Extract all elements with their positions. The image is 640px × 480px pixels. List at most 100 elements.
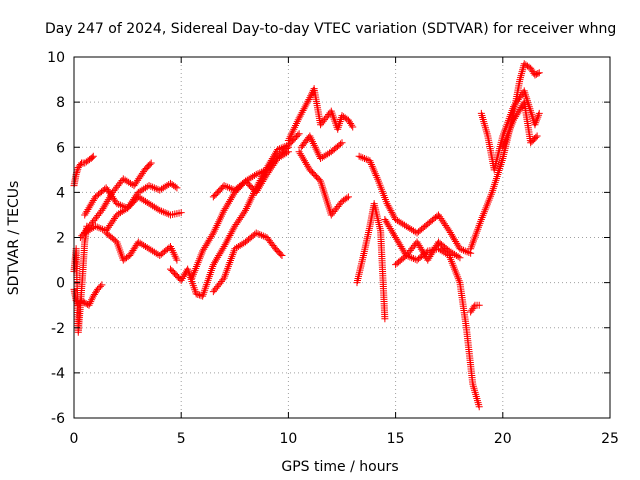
data-point <box>138 169 146 177</box>
data-point <box>115 210 123 218</box>
data-point <box>515 94 523 102</box>
data-point <box>408 254 416 262</box>
data-point <box>204 238 212 246</box>
data-point <box>159 208 167 216</box>
data-point <box>535 69 543 77</box>
data-point <box>397 219 405 227</box>
data-point <box>233 219 241 227</box>
data-point <box>318 153 326 161</box>
data-point <box>102 199 110 207</box>
data-point <box>408 226 416 234</box>
data-point <box>434 211 442 219</box>
data-point <box>110 214 118 222</box>
data-point <box>199 247 207 255</box>
data-point <box>99 205 107 213</box>
y-tick-label: -2 <box>51 321 65 337</box>
data-point <box>396 241 404 249</box>
data-point <box>243 176 251 184</box>
data-point <box>86 299 94 307</box>
series-track-18 <box>392 245 483 411</box>
data-point <box>300 157 308 165</box>
data-point <box>232 220 240 228</box>
data-point <box>106 192 114 200</box>
data-point <box>150 184 158 192</box>
data-point <box>209 261 217 269</box>
series-track-14 <box>297 132 346 163</box>
data-point <box>236 215 244 223</box>
series-track-17 <box>381 215 464 264</box>
data-point <box>387 207 395 215</box>
data-point <box>446 229 454 237</box>
data-point <box>320 152 328 160</box>
tick-marks <box>73 56 611 419</box>
data-point <box>399 246 407 254</box>
data-point <box>82 209 90 217</box>
data-point <box>81 211 89 219</box>
grid-lines <box>74 57 610 418</box>
data-point <box>252 170 260 178</box>
y-tick-label: 4 <box>56 185 65 201</box>
data-point <box>96 282 104 290</box>
data-point <box>445 227 453 235</box>
data-point <box>249 173 257 181</box>
data-point <box>274 146 282 154</box>
data-point <box>275 145 283 153</box>
data-point <box>141 184 149 192</box>
data-point <box>103 186 111 194</box>
data-point <box>414 240 422 248</box>
data-point <box>395 239 403 247</box>
data-point <box>406 224 414 232</box>
data-point <box>156 206 164 214</box>
data-point <box>87 298 95 306</box>
data-point <box>413 238 421 246</box>
data-point <box>387 226 395 234</box>
data-point <box>385 203 393 211</box>
data-point <box>203 240 211 248</box>
y-tick-label: -4 <box>51 366 65 382</box>
data-point <box>422 248 430 256</box>
y-tick-label: 8 <box>56 95 65 111</box>
series-track-19 <box>467 301 483 316</box>
data-point <box>121 176 129 184</box>
data-point <box>84 206 92 214</box>
data-point <box>402 252 410 260</box>
data-point <box>393 235 401 243</box>
data-point <box>443 223 451 231</box>
data-point <box>150 248 158 256</box>
data-point <box>510 116 518 124</box>
x-tick-label: 10 <box>279 431 297 447</box>
data-point <box>149 202 157 210</box>
data-point <box>205 236 213 244</box>
series-track-7 <box>102 229 181 264</box>
data-point <box>152 204 160 212</box>
data-point <box>163 182 171 190</box>
data-point <box>104 196 112 204</box>
data-point <box>100 226 108 234</box>
data-point <box>451 236 459 244</box>
data-point <box>171 183 179 191</box>
x-tick-label: 25 <box>601 431 619 447</box>
data-point <box>456 254 464 262</box>
data-point <box>307 92 315 100</box>
data-point <box>439 218 447 226</box>
data-point <box>220 206 228 214</box>
data-point <box>404 223 412 231</box>
data-point <box>283 145 291 153</box>
data-point <box>145 245 153 253</box>
y-tick-label: -6 <box>51 411 65 427</box>
data-point <box>81 229 89 237</box>
data-point <box>120 206 128 214</box>
data-point <box>322 151 330 159</box>
data-point <box>355 152 363 160</box>
data-point <box>361 155 369 163</box>
data-point <box>103 197 111 205</box>
data-point <box>145 182 153 190</box>
data-point <box>436 246 444 254</box>
data-point <box>192 290 200 298</box>
data-point <box>438 247 446 255</box>
series-track-13 <box>295 148 352 219</box>
data-point <box>454 253 462 261</box>
data-point <box>130 182 138 190</box>
y-tick-label: 10 <box>47 50 65 66</box>
data-point <box>294 131 302 139</box>
